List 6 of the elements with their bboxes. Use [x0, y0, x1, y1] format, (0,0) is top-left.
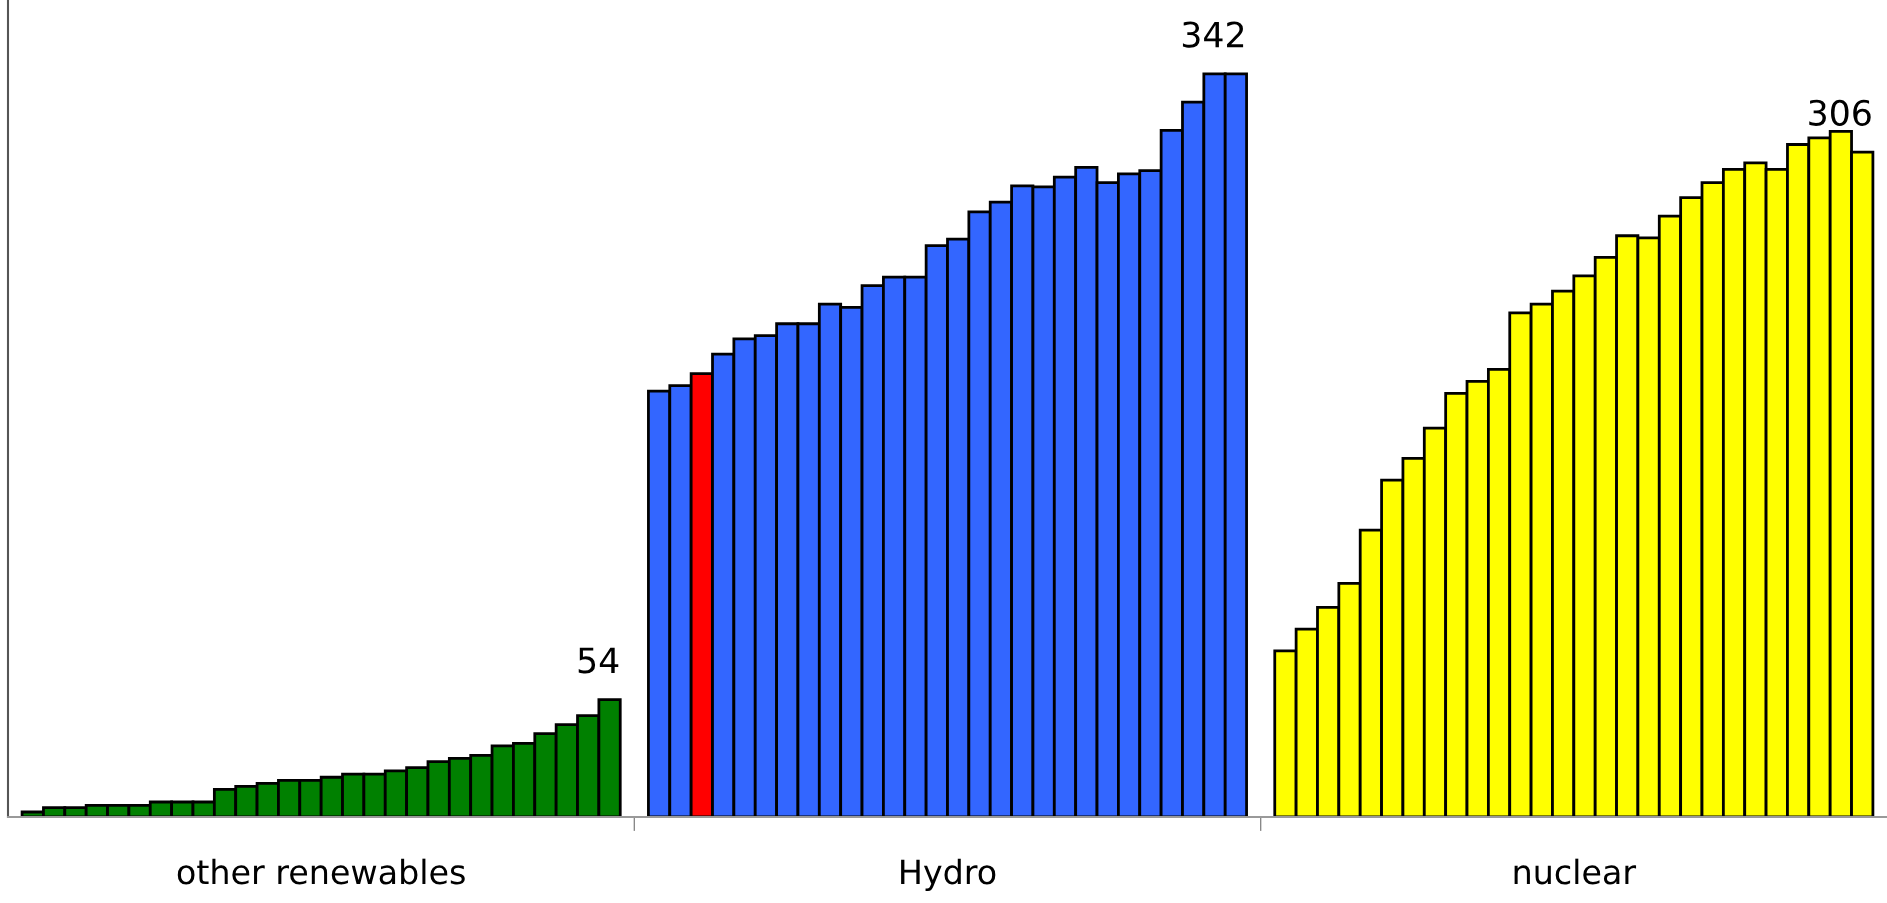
x-tick-label: nuclear: [1514, 858, 1637, 885]
data-label: 306: [1809, 99, 1871, 126]
x-tick-label: Hydro: [901, 858, 996, 891]
data-label: 342: [1182, 21, 1244, 48]
data-label: 54: [578, 647, 619, 674]
x-tick-label: other renewables: [177, 858, 465, 885]
